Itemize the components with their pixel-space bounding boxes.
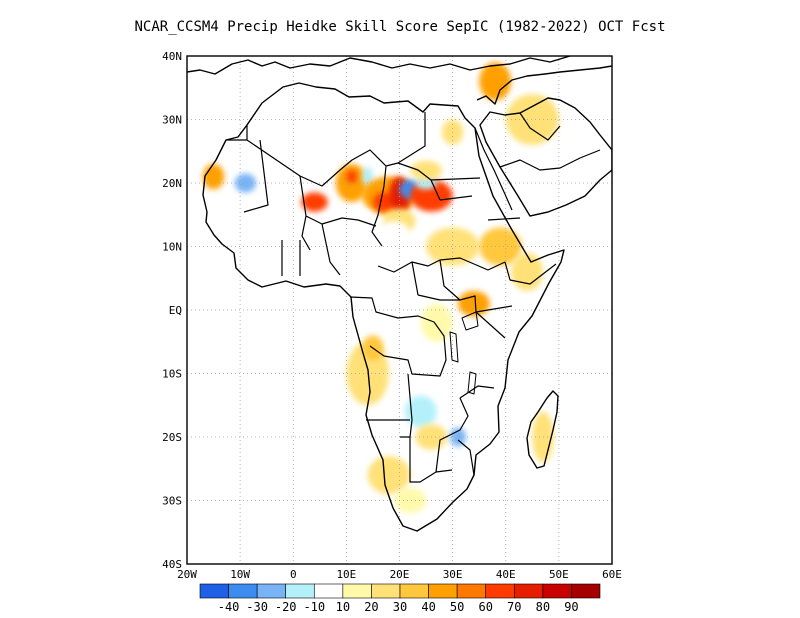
skill-patch (234, 173, 257, 193)
lake-tanganyika (449, 331, 459, 363)
colorbar-label: -40 (218, 600, 240, 614)
colorbar-label: 60 (478, 600, 492, 614)
latitude-labels: 40N 30N 20N 10N EQ 10S 20S 30S 40S (162, 50, 182, 571)
skill-patch (426, 227, 480, 266)
latitude-label: 30N (162, 114, 182, 127)
colorbar-label: 40 (421, 600, 435, 614)
colorbar-label: 10 (336, 600, 350, 614)
skill-patch (346, 170, 357, 183)
skill-patch (372, 192, 395, 212)
skill-patch (394, 487, 427, 514)
colorbar-label: 30 (393, 600, 407, 614)
colorbar-label: -30 (246, 600, 268, 614)
latitude-label: 40N (162, 50, 182, 63)
latitude-label: 10S (162, 368, 182, 381)
longitude-label: 30E (443, 568, 463, 581)
colorbar-swatch (485, 583, 515, 599)
colorbar-label: -20 (275, 600, 297, 614)
longitude-labels: 20W 10W 0 10E 20E 30E 40E 50E 60E (177, 568, 622, 581)
skill-patch (404, 395, 437, 428)
skill-patch (431, 87, 453, 114)
colorbar-swatch (399, 583, 429, 599)
colorbar-swatch (371, 583, 401, 599)
longitude-label: 40E (496, 568, 516, 581)
skill-patch (479, 62, 512, 101)
skill-patch (362, 167, 373, 187)
colorbar-swatch (513, 583, 544, 599)
colorbar-swatch (285, 583, 315, 599)
colorbar-label: 70 (507, 600, 521, 614)
longitude-label: 20E (390, 568, 410, 581)
colorbar-swatch (571, 583, 601, 599)
map-frame (186, 55, 613, 565)
colorbar-label: 50 (450, 600, 464, 614)
longitude-label: 0 (290, 568, 297, 581)
map-title: NCAR_CCSM4 Precip Heidke Skill Score Sep… (134, 19, 666, 35)
coastlines-and-borders (187, 56, 612, 532)
skill-patch (378, 221, 411, 247)
longitude-label: 60E (602, 568, 622, 581)
madagascar-coastline (526, 390, 559, 469)
skill-patch (202, 163, 225, 190)
skill-patch (341, 208, 373, 234)
latitude-label: 20S (162, 431, 182, 444)
arabian-peninsula-coastline (479, 97, 612, 217)
colorbar-swatch (256, 583, 287, 599)
colorbar-label: 90 (564, 600, 578, 614)
skill-patch (367, 456, 411, 495)
colorbar-swatch (199, 583, 229, 599)
colorbar-swatch (456, 583, 487, 599)
colorbar-label: -10 (303, 600, 325, 614)
colorbar-swatch (228, 583, 258, 599)
lake-malawi (467, 371, 477, 395)
longitude-label: 10W (230, 568, 250, 581)
skill-patch (449, 427, 466, 447)
skill-patch (505, 94, 559, 145)
skill-patch (410, 160, 442, 180)
latitude-label: 20N (162, 177, 182, 190)
colorbar-swatch (428, 583, 458, 599)
longitude-label: 50E (549, 568, 569, 581)
red-sea-coast (474, 127, 513, 211)
colorbar-label: 80 (536, 600, 550, 614)
latitude-label: 30S (162, 495, 182, 508)
mediterranean-north-coast (187, 56, 571, 75)
colorbar: -40 -30 -20 -10 10 20 30 40 50 60 70 80 90 (199, 583, 601, 614)
colorbar-swatch (313, 583, 344, 599)
sinai-sea-coast (476, 65, 612, 105)
longitude-label: 20W (177, 568, 197, 581)
graticule (187, 56, 612, 564)
skill-patch (301, 192, 328, 212)
skill-patch (457, 290, 490, 317)
colorbar-label: 20 (364, 600, 378, 614)
skill-patch (420, 303, 453, 342)
skill-patch (479, 227, 522, 266)
country-borders (226, 112, 601, 483)
latitude-label: 40S (162, 558, 182, 571)
lake-victoria (461, 311, 479, 331)
skill-patch (261, 163, 294, 203)
colorbar-swatch (342, 583, 372, 599)
latitude-label: 10N (162, 241, 182, 254)
colorbar-swatch (542, 583, 572, 599)
longitude-label: 10E (336, 568, 356, 581)
africa-coastline (202, 82, 565, 532)
latitude-label: EQ (169, 304, 182, 317)
